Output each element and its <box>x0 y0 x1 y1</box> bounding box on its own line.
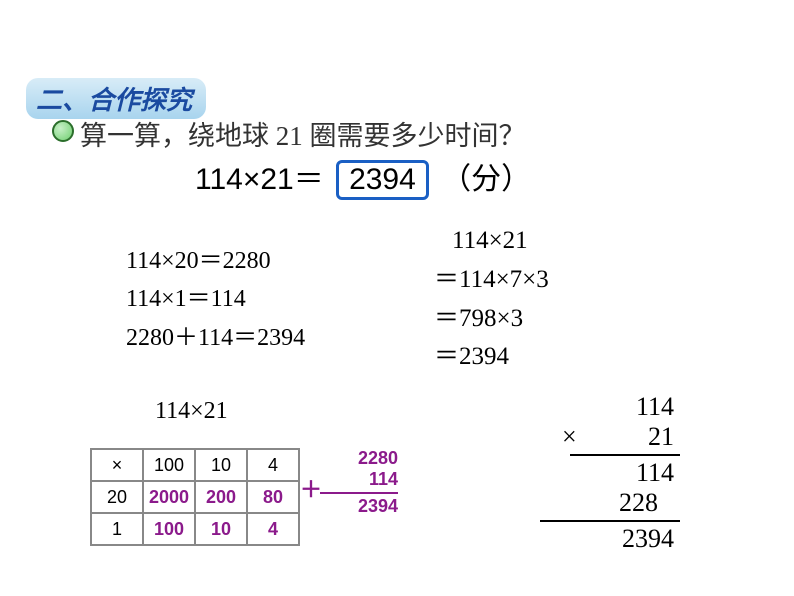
equation-unit: （分） <box>441 163 531 196</box>
addition-block: ＋ 2280 114 2394 <box>320 448 398 517</box>
method2-line3: ＝798×3 <box>434 300 549 339</box>
grid-row-label: 1 <box>91 513 143 545</box>
addition-bottom: 114 <box>320 469 398 490</box>
section-header: 二、合作探究 <box>26 78 206 119</box>
vert-result: 2394 <box>540 524 680 554</box>
grid-cell: 2000 <box>143 481 195 513</box>
grid-header-cell: 4 <box>247 449 299 481</box>
grid-cell: 4 <box>247 513 299 545</box>
plus-sign: ＋ <box>300 472 322 504</box>
vert-multiplicand: 114 <box>540 392 680 422</box>
method1-block: 114×20＝2280 114×1＝114 2280＋114＝2394 <box>126 242 305 357</box>
grid-cell: 200 <box>195 481 247 513</box>
equation-lhs: 114×21＝ <box>195 163 324 196</box>
main-equation: 114×21＝ 2394 （分） <box>195 154 531 200</box>
grid-cell: 100 <box>143 513 195 545</box>
grid-row-label: 20 <box>91 481 143 513</box>
vert-line-top <box>570 454 680 456</box>
method2-line1: 114×21 <box>452 222 549 261</box>
addition-line <box>320 492 398 494</box>
grid-header-cell: × <box>91 449 143 481</box>
grid-cell: 80 <box>247 481 299 513</box>
table-row: 1 100 10 4 <box>91 513 299 545</box>
method2-block: 114×21 ＝114×7×3 ＝798×3 ＝2394 <box>434 222 549 377</box>
method1-line1: 114×20＝2280 <box>126 242 305 280</box>
table-row: × 100 10 4 <box>91 449 299 481</box>
vert-multiplier-row: × 21 <box>540 422 680 452</box>
vert-line-bot <box>540 520 680 522</box>
vert-multiplier: 21 <box>648 422 674 451</box>
addition-result: 2394 <box>320 496 398 517</box>
grid-header-cell: 100 <box>143 449 195 481</box>
answer-box: 2394 <box>336 160 429 200</box>
question-text: 算一算，绕地球 21 圈需要多少时间？ <box>80 114 526 153</box>
section-header-text: 二、合作探究 <box>36 86 192 115</box>
vertical-multiplication: 114 × 21 114 228 2394 <box>540 392 680 554</box>
vert-partial2: 228 <box>540 488 680 518</box>
method1-line2: 114×1＝114 <box>126 280 305 318</box>
grid-header-cell: 10 <box>195 449 247 481</box>
method2-line4: ＝2394 <box>434 338 549 377</box>
grid-cell: 10 <box>195 513 247 545</box>
vert-partial1: 114 <box>540 458 680 488</box>
multiplication-grid: × 100 10 4 20 2000 200 80 1 100 10 4 <box>90 448 300 546</box>
method2-line2: ＝114×7×3 <box>434 261 549 300</box>
bullet-icon <box>52 120 74 142</box>
method1-line3: 2280＋114＝2394 <box>126 319 305 357</box>
addition-top: 2280 <box>320 448 398 469</box>
method3-label: 114×21 <box>155 398 228 425</box>
table-row: 20 2000 200 80 <box>91 481 299 513</box>
times-sign: × <box>562 422 577 452</box>
